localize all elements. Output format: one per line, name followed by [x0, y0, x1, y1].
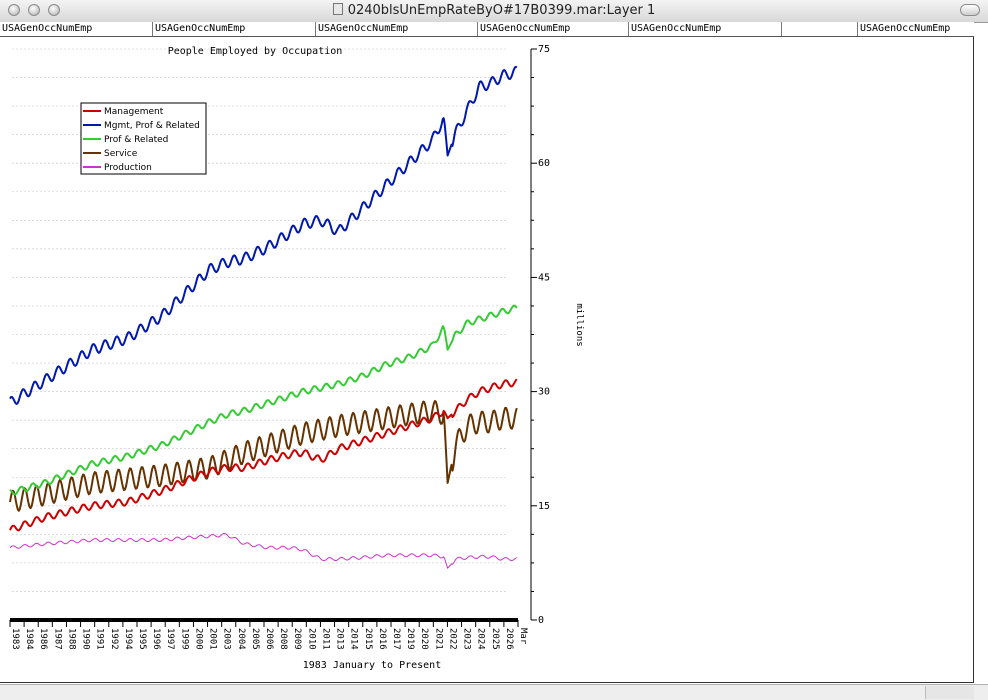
x-tick-label: 2005 [250, 628, 260, 650]
x-tick-label: 1992 [109, 628, 119, 650]
series-line [9, 378, 518, 532]
y-tick-label: 75 [538, 44, 550, 55]
x-tick-label: 1995 [137, 628, 147, 650]
x-tick-label: Mar [518, 628, 528, 645]
series-lines [9, 65, 518, 569]
toolbar-toggle-button[interactable] [960, 4, 980, 16]
x-tick-label: 2000 [193, 628, 203, 650]
x-tick-label: 2024 [476, 628, 486, 650]
series-header-cell[interactable]: USAGenOccNumEmp [857, 22, 974, 36]
x-tick-label: 2026 [504, 628, 514, 650]
x-tick-label: 2013 [335, 628, 345, 650]
x-tick-label: 2006 [264, 628, 274, 650]
x-tick-label: 2011 [320, 628, 330, 650]
chart-frame [0, 37, 974, 683]
series-header-cell[interactable]: USAGenOccNumEmp [477, 22, 628, 36]
x-tick-label: 2021 [433, 628, 443, 650]
y-tick-label: 60 [538, 158, 550, 169]
x-tick-label: 1996 [151, 628, 161, 650]
minimize-window-button[interactable] [28, 4, 40, 16]
x-tick-label: 2004 [236, 628, 246, 650]
legend-entry: Management [104, 107, 164, 117]
y-tick-label: 30 [538, 387, 550, 398]
x-tick-label: 1999 [179, 628, 189, 650]
x-tick-label: 1997 [165, 628, 175, 650]
x-tick-label: 1990 [81, 628, 91, 650]
status-bar [0, 684, 988, 700]
x-tick-label: 2009 [292, 628, 302, 650]
x-tick-label: 2008 [278, 628, 288, 650]
x-tick-label: 2022 [447, 628, 457, 650]
x-tick-label: 2020 [419, 628, 429, 650]
window-title-text: 0240blsUnEmpRateByO#17B0399.mar:Layer 1 [347, 3, 656, 18]
y-axis-label: millions [574, 303, 584, 346]
window-titlebar[interactable]: 0240blsUnEmpRateByO#17B0399.mar:Layer 1 [0, 0, 988, 23]
legend-box [80, 102, 207, 175]
series-line [9, 400, 518, 512]
chart-title: People Employed by Occupation [168, 46, 343, 57]
x-tick-label: 2019 [405, 628, 415, 650]
x-tick-label: 2016 [377, 628, 387, 650]
x-tick-label: 2015 [363, 628, 373, 650]
series-line [9, 533, 518, 569]
x-tick-label: 2001 [208, 628, 218, 650]
y-tick-label: 15 [538, 501, 550, 512]
series-header-cell[interactable]: USAGenOccNumEmp [152, 22, 315, 36]
x-tick-label: 2017 [391, 628, 401, 650]
series-header-cell[interactable]: USAGenOccNumEmp [2, 23, 93, 34]
document-icon [332, 3, 343, 15]
y-axis: 0 15 30 45 60 75 [530, 44, 550, 626]
x-tick-label: 1991 [95, 628, 105, 650]
x-tick-label: 2003 [222, 628, 232, 650]
x-axis: 1983 1984 1986 1987 1988 1990 1991 1992 1994 1995… [9, 618, 528, 650]
legend-entry: Production [104, 163, 152, 173]
x-tick-label: 1987 [52, 628, 62, 650]
series-header-cell[interactable] [781, 22, 857, 36]
close-window-button[interactable] [8, 4, 20, 16]
legend: Management Mgmt, Prof & Related Prof & Rel… [80, 102, 207, 175]
x-tick-label: 1986 [38, 628, 48, 650]
legend-entry: Service [104, 149, 138, 159]
zoom-window-button[interactable] [48, 4, 60, 16]
series-header-cell[interactable]: USAGenOccNumEmp [315, 22, 477, 36]
window-title: 0240blsUnEmpRateByO#17B0399.mar:Layer 1 [0, 3, 988, 18]
legend-entry: Mgmt, Prof & Related [104, 121, 200, 131]
x-axis-label: 1983 January to Present [303, 660, 441, 671]
legend-entry: Prof & Related [104, 135, 168, 145]
x-tick-label: 1994 [123, 628, 133, 650]
y-tick-label: 45 [538, 272, 550, 283]
series-header-bar: USAGenOccNumEmp USAGenOccNumEmp USAGenOc… [0, 22, 974, 37]
series-line [9, 304, 518, 496]
chart: 0 15 30 45 60 75 1983 1984 1986 1987 1988 1990 1991… [9, 44, 584, 671]
series-header-cell[interactable]: USAGenOccNumEmp [628, 22, 781, 36]
resize-grip[interactable] [925, 686, 974, 699]
x-tick-label: 2010 [306, 628, 316, 650]
series-line [9, 65, 518, 405]
x-tick-label: 1988 [66, 628, 76, 650]
x-tick-label: 2014 [349, 628, 359, 650]
x-tick-label: 2025 [490, 628, 500, 650]
x-tick-label: 1983 [10, 628, 20, 650]
x-tick-label: 2023 [462, 628, 472, 650]
x-tick-label: 1984 [24, 628, 34, 650]
y-tick-label: 0 [538, 615, 544, 626]
